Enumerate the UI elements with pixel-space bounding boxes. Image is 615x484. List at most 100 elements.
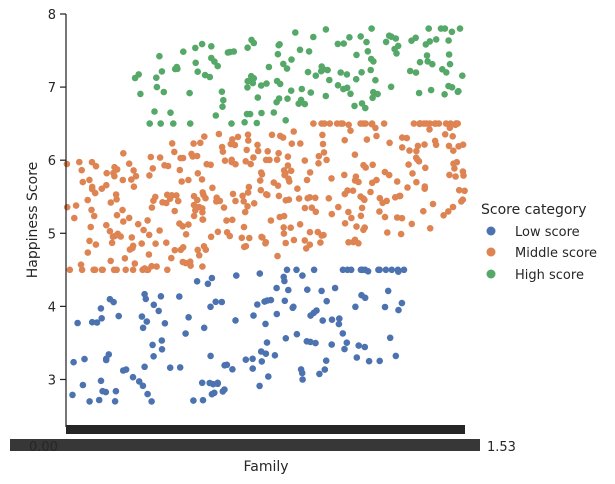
data-point-middle-score bbox=[148, 204, 156, 211]
data-point-low-score bbox=[336, 315, 343, 322]
data-point-high-score bbox=[174, 65, 181, 73]
data-point-middle-score bbox=[179, 244, 187, 251]
data-point-middle-score bbox=[458, 198, 465, 205]
data-point-low-score bbox=[86, 398, 93, 405]
data-point-middle-score bbox=[164, 162, 172, 170]
data-point-middle-score bbox=[420, 207, 427, 215]
y-tick-label: 3 bbox=[48, 373, 56, 388]
data-point-middle-score bbox=[441, 131, 449, 138]
y-tick-label: 5 bbox=[48, 227, 56, 242]
data-point-low-score bbox=[365, 357, 373, 365]
data-point-high-score bbox=[253, 119, 261, 127]
data-point-high-score bbox=[249, 79, 257, 87]
data-point-high-score bbox=[146, 120, 153, 127]
data-point-high-score bbox=[151, 108, 158, 115]
data-point-high-score bbox=[416, 58, 424, 66]
data-point-low-score bbox=[249, 355, 256, 363]
data-point-middle-score bbox=[186, 258, 194, 266]
data-point-middle-score bbox=[188, 150, 195, 158]
data-point-middle-score bbox=[398, 144, 406, 151]
data-point-middle-score bbox=[130, 183, 138, 190]
data-point-low-score bbox=[218, 298, 226, 306]
data-point-middle-score bbox=[84, 249, 92, 256]
data-point-low-score bbox=[200, 324, 208, 332]
data-point-middle-score bbox=[306, 228, 314, 236]
data-point-low-score bbox=[74, 319, 81, 327]
data-point-middle-score bbox=[221, 157, 229, 164]
data-point-low-score bbox=[347, 266, 355, 274]
data-point-low-score bbox=[322, 357, 330, 365]
data-point-high-score bbox=[192, 44, 199, 52]
data-point-middle-score bbox=[176, 220, 183, 227]
data-point-low-score bbox=[198, 379, 206, 387]
legend-label-low: Low score bbox=[515, 225, 580, 240]
data-point-middle-score bbox=[360, 120, 367, 127]
data-point-middle-score bbox=[376, 208, 383, 215]
data-point-low-score bbox=[207, 352, 214, 360]
legend-title: Score category bbox=[481, 202, 587, 218]
data-point-low-score bbox=[271, 352, 279, 359]
data-point-low-score bbox=[262, 350, 270, 358]
data-point-low-score bbox=[341, 345, 348, 353]
data-point-high-score bbox=[254, 94, 262, 101]
data-point-middle-score bbox=[182, 231, 190, 238]
data-point-middle-score bbox=[308, 204, 316, 211]
data-point-middle-score bbox=[90, 212, 98, 220]
data-point-high-score bbox=[340, 40, 348, 47]
data-point-middle-score bbox=[351, 151, 359, 158]
data-point-high-score bbox=[445, 82, 452, 90]
data-point-high-score bbox=[301, 100, 309, 108]
data-point-middle-score bbox=[429, 200, 437, 208]
data-point-middle-score bbox=[284, 162, 292, 169]
data-point-low-score bbox=[299, 272, 306, 279]
data-point-high-score bbox=[274, 50, 282, 58]
data-point-middle-score bbox=[185, 176, 192, 184]
data-point-low-score bbox=[242, 356, 250, 364]
data-point-middle-score bbox=[290, 128, 298, 135]
data-point-middle-score bbox=[76, 158, 83, 166]
data-point-low-score bbox=[122, 366, 130, 373]
data-point-middle-score bbox=[244, 203, 251, 210]
data-point-middle-score bbox=[111, 163, 118, 171]
data-point-middle-score bbox=[163, 191, 171, 199]
data-point-low-score bbox=[157, 293, 165, 300]
data-point-high-score bbox=[284, 95, 291, 102]
data-point-middle-score bbox=[179, 258, 187, 266]
data-point-middle-score bbox=[333, 120, 341, 127]
data-point-high-score bbox=[157, 120, 164, 127]
data-point-middle-score bbox=[397, 230, 405, 238]
data-point-low-score bbox=[386, 334, 394, 342]
data-point-low-score bbox=[143, 318, 151, 325]
y-tick-label: 7 bbox=[48, 81, 56, 96]
data-point-middle-score bbox=[267, 217, 275, 224]
data-point-low-score bbox=[93, 319, 101, 326]
data-point-middle-score bbox=[274, 252, 281, 260]
data-point-low-score bbox=[384, 287, 392, 295]
data-point-middle-score bbox=[128, 176, 135, 183]
data-point-low-score bbox=[70, 358, 77, 366]
data-point-middle-score bbox=[368, 179, 376, 187]
data-point-middle-score bbox=[347, 127, 354, 134]
x-tick-band bbox=[66, 425, 465, 434]
data-point-middle-score bbox=[239, 192, 246, 200]
data-point-low-score bbox=[149, 341, 156, 349]
data-point-low-score bbox=[112, 387, 120, 395]
data-point-middle-score bbox=[345, 208, 352, 216]
data-point-middle-score bbox=[385, 171, 393, 179]
legend-marker-high bbox=[486, 269, 496, 279]
data-point-high-score bbox=[158, 68, 166, 75]
data-point-middle-score bbox=[190, 140, 197, 147]
data-point-middle-score bbox=[455, 143, 462, 150]
data-point-middle-score bbox=[335, 203, 342, 211]
data-point-low-score bbox=[232, 317, 239, 324]
data-point-middle-score bbox=[339, 120, 347, 127]
x-tick-labels-overlap bbox=[10, 439, 480, 451]
data-point-middle-score bbox=[452, 120, 460, 127]
data-point-low-score bbox=[166, 364, 174, 372]
data-point-middle-score bbox=[315, 152, 323, 160]
data-point-high-score bbox=[214, 62, 221, 70]
data-point-low-score bbox=[102, 356, 110, 364]
data-point-low-score bbox=[283, 266, 291, 274]
data-point-middle-score bbox=[232, 197, 239, 205]
data-point-middle-score bbox=[125, 214, 133, 222]
